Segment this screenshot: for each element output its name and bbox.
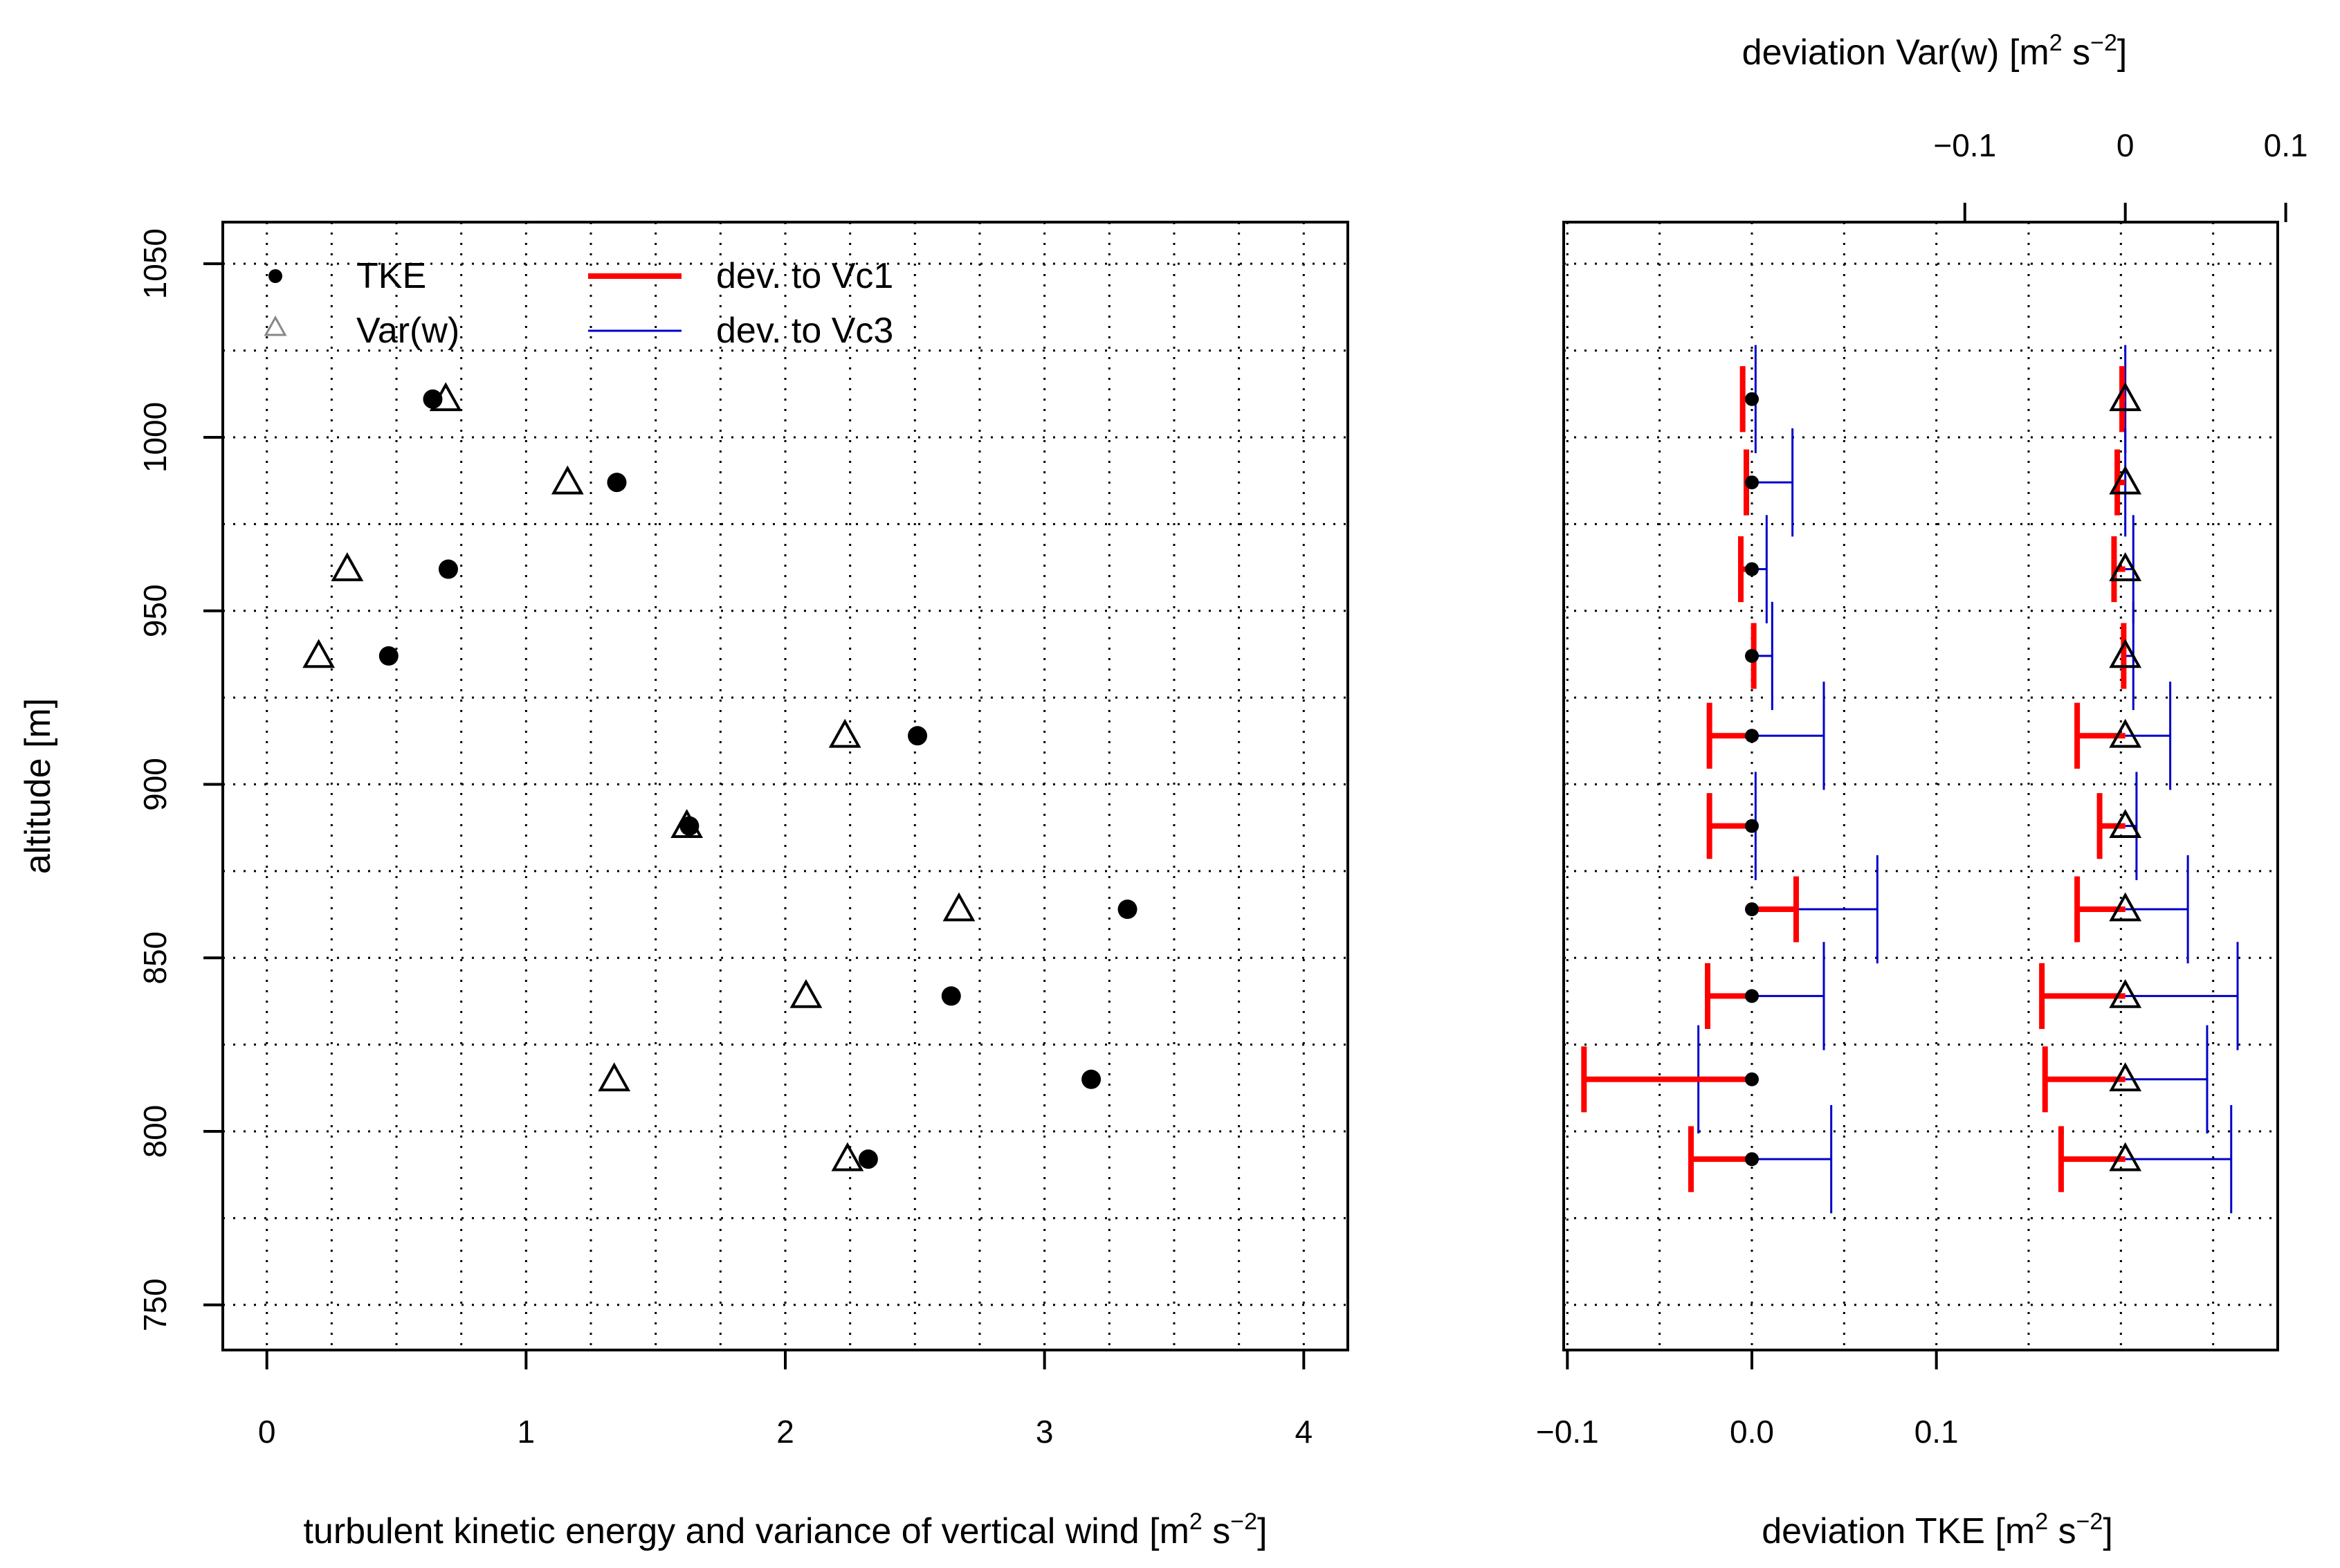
- tke-point: [858, 1149, 878, 1169]
- bottom-tick-label: 0.0: [1730, 1414, 1774, 1450]
- tke-point: [1117, 900, 1137, 920]
- legend-vc1-label: dev. to Vc1: [716, 256, 893, 296]
- y-tick-label: 800: [137, 1105, 173, 1158]
- tke-deviation-marker: [1745, 902, 1759, 917]
- right-error-bars: [1581, 345, 2239, 1214]
- y-tick-label: 950: [137, 584, 173, 637]
- y-tick-label: 1050: [137, 228, 173, 299]
- legend-var-label: Var(w): [356, 311, 459, 351]
- var-point: [670, 809, 704, 838]
- var-point: [551, 465, 584, 495]
- tke-point: [378, 646, 399, 666]
- x-tick-label: 1: [518, 1414, 536, 1450]
- left-plot-frame: [221, 221, 1349, 1351]
- x-tick-label: 0: [258, 1414, 276, 1450]
- tke-deviation-marker: [1745, 729, 1759, 743]
- legend-vc3-label: dev. to Vc3: [716, 311, 893, 351]
- y-tick-label: 750: [137, 1278, 173, 1331]
- bottom-tick-label: −0.1: [1536, 1414, 1599, 1450]
- tke-point: [423, 389, 443, 409]
- var-point: [942, 892, 976, 922]
- var-point: [429, 382, 462, 412]
- left-data-points: [302, 382, 1137, 1172]
- var-deviation-marker: [2109, 465, 2142, 495]
- left-y-axis-label: altitude [m]: [18, 698, 58, 874]
- right-top-axis-label: deviation Var(w) [m2 s−2]: [1742, 30, 2128, 73]
- top-tick-label: −0.1: [1933, 127, 1996, 163]
- var-deviation-marker: [2109, 978, 2142, 1008]
- tke-deviation-marker: [1745, 989, 1759, 1003]
- var-point: [302, 639, 336, 668]
- var-deviation-marker: [2109, 892, 2142, 922]
- x-tick-label: 4: [1295, 1414, 1313, 1450]
- legend-tke-symbol: [268, 269, 282, 283]
- y-tick-label: 1000: [137, 402, 173, 473]
- var-deviation-marker: [2109, 718, 2142, 748]
- tke-deviation-marker: [1745, 648, 1759, 663]
- right-bottom-axis-label: deviation TKE [m2 s−2]: [1762, 1508, 2113, 1551]
- top-tick-label: 0.1: [2264, 127, 2308, 163]
- legend-tke-label: TKE: [356, 256, 426, 296]
- x-tick-label: 2: [776, 1414, 794, 1450]
- tke-point: [607, 473, 627, 493]
- tke-deviation-marker: [1745, 475, 1759, 490]
- y-tick-label: 850: [137, 931, 173, 985]
- var-deviation-marker: [2109, 552, 2142, 581]
- left-panel: 0 1 2 3 4 750 800 850 900 950 1000 1050 TKE Var(w) …: [18, 221, 1349, 1551]
- right-plot-frame: [1562, 221, 2279, 1351]
- var-deviation-marker: [2109, 809, 2142, 838]
- var-point: [831, 1142, 864, 1172]
- tke-point: [1081, 1069, 1102, 1089]
- var-deviation-marker: [2109, 1062, 2142, 1092]
- var-deviation-marker: [2109, 639, 2142, 668]
- tke-deviation-marker: [1745, 1072, 1759, 1086]
- y-tick-label: 900: [137, 758, 173, 811]
- left-ticks: 0 1 2 3 4 750 800 850 900 950 1000 1050: [137, 228, 1313, 1450]
- tke-deviation-marker: [1745, 562, 1759, 576]
- var-point: [331, 552, 364, 581]
- legend: TKE Var(w) dev. to Vc1 dev. to Vc3: [264, 256, 893, 351]
- var-deviation-marker: [2109, 1142, 2142, 1172]
- tke-point: [679, 816, 700, 836]
- right-panel: −0.1 0.0 0.1 −0.1 0 0.1 deviation Var(w) [m2 …: [1536, 30, 2308, 1551]
- right-ticks: −0.1 0.0 0.1 −0.1 0 0.1: [1536, 127, 2308, 1450]
- x-tick-label: 3: [1036, 1414, 1054, 1450]
- tke-deviation-marker: [1745, 1152, 1759, 1167]
- var-point: [598, 1062, 631, 1092]
- legend-var-symbol: [264, 315, 287, 336]
- tke-point: [908, 726, 928, 746]
- tke-point: [438, 559, 458, 579]
- tke-deviation-marker: [1745, 392, 1759, 406]
- var-point: [789, 978, 823, 1008]
- tke-point: [941, 986, 961, 1006]
- top-tick-label: 0: [2117, 127, 2135, 163]
- var-deviation-marker: [2109, 382, 2142, 412]
- tke-deviation-marker: [1745, 819, 1759, 833]
- left-x-axis-label: turbulent kinetic energy and variance of…: [303, 1508, 1267, 1551]
- var-point: [828, 718, 861, 748]
- bottom-tick-label: 0.1: [1914, 1414, 1959, 1450]
- left-grid: [223, 222, 1348, 1350]
